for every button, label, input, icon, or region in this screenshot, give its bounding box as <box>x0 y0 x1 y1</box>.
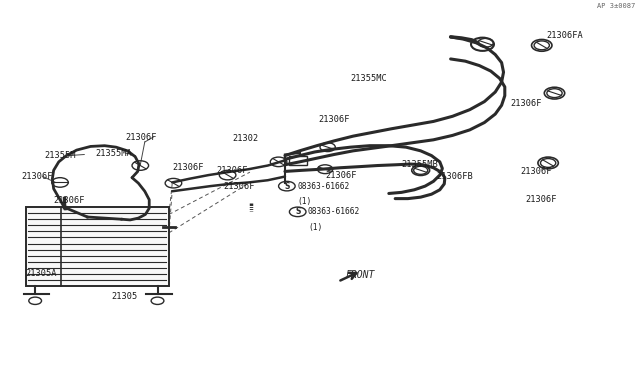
Text: 21306F: 21306F <box>325 171 356 180</box>
Text: 21306F: 21306F <box>125 133 157 142</box>
Text: S: S <box>284 182 289 190</box>
Text: 21305: 21305 <box>111 292 137 301</box>
Bar <box>26 207 169 286</box>
Text: 21306F: 21306F <box>510 99 541 108</box>
Text: 21306FA: 21306FA <box>546 31 583 40</box>
Text: 21355MB: 21355MB <box>401 160 438 169</box>
Text: 21306FB: 21306FB <box>436 172 473 181</box>
Text: 21306F: 21306F <box>54 196 85 205</box>
Text: 21306F: 21306F <box>172 163 204 172</box>
Text: (1): (1) <box>308 223 322 232</box>
Text: S: S <box>295 207 300 217</box>
Text: FRONT: FRONT <box>346 270 375 280</box>
Text: AP 3±0087: AP 3±0087 <box>597 3 636 9</box>
Text: 21302: 21302 <box>232 134 259 143</box>
Text: 21355MA: 21355MA <box>96 148 132 157</box>
Text: 21306F: 21306F <box>525 195 557 204</box>
Text: 21306F: 21306F <box>223 182 255 190</box>
FancyBboxPatch shape <box>289 155 307 165</box>
Text: 21305A: 21305A <box>26 269 57 278</box>
Text: 21306F: 21306F <box>22 172 53 181</box>
Text: 21355MC: 21355MC <box>351 74 387 83</box>
Text: 08363-61662: 08363-61662 <box>297 182 349 190</box>
Text: 21355M: 21355M <box>45 151 76 160</box>
Text: (1): (1) <box>297 197 311 206</box>
Text: 08363-61662: 08363-61662 <box>308 207 360 217</box>
Text: 21306F: 21306F <box>217 166 248 175</box>
Text: 21306F: 21306F <box>521 167 552 176</box>
Text: 21306F: 21306F <box>319 115 350 125</box>
